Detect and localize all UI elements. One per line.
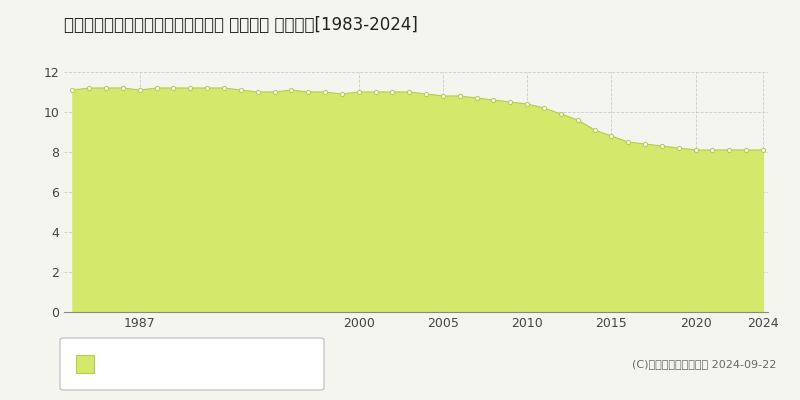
- Text: 宮崎県都城市下川東１丁目７号８番 基準地価 地価推移[1983-2024]: 宮崎県都城市下川東１丁目７号８番 基準地価 地価推移[1983-2024]: [64, 16, 418, 34]
- Text: (C)土地価格ドットコム 2024-09-22: (C)土地価格ドットコム 2024-09-22: [632, 359, 776, 369]
- Text: 基準地価 平均坪単価(万円/坪): 基準地価 平均坪単価(万円/坪): [103, 358, 211, 370]
